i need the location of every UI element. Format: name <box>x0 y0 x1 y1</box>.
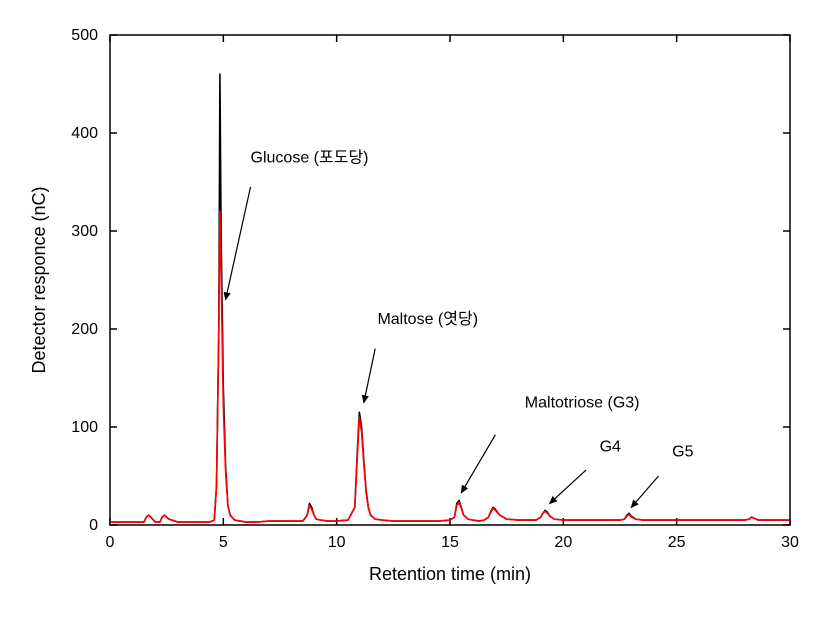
chart-svg: 0510152025300100200300400500Retention ti… <box>0 0 827 620</box>
x-axis-label: Retention time (min) <box>369 564 531 584</box>
g4-label-arrow <box>550 470 586 503</box>
maltose-label-arrow <box>364 349 375 403</box>
g5-label: G5 <box>672 443 693 460</box>
x-tick-label: 5 <box>219 534 228 551</box>
x-tick-label: 0 <box>106 534 115 551</box>
x-tick-label: 10 <box>328 534 346 551</box>
y-axis-label: Detector responce (nC) <box>29 186 49 373</box>
y-tick-label: 0 <box>89 517 98 534</box>
maltotriose-label-arrow <box>461 435 495 493</box>
g5-label-arrow <box>631 476 658 507</box>
y-tick-label: 200 <box>71 321 98 338</box>
y-tick-label: 300 <box>71 223 98 240</box>
y-tick-label: 400 <box>71 125 98 142</box>
y-tick-label: 500 <box>71 27 98 44</box>
y-tick-label: 100 <box>71 419 98 436</box>
chromatogram-chart: 0510152025300100200300400500Retention ti… <box>0 0 827 620</box>
series-red-series <box>110 211 790 522</box>
x-tick-label: 15 <box>441 534 459 551</box>
glucose-label: Glucose (포도당) <box>251 148 369 166</box>
glucose-label-arrow <box>226 187 251 300</box>
x-tick-label: 30 <box>781 534 799 551</box>
maltose-label: Maltose (엿당) <box>377 310 478 328</box>
maltotriose-label: Maltotriose (G3) <box>525 394 640 411</box>
x-tick-label: 20 <box>554 534 572 551</box>
x-tick-label: 25 <box>668 534 686 551</box>
g4-label: G4 <box>600 439 621 456</box>
